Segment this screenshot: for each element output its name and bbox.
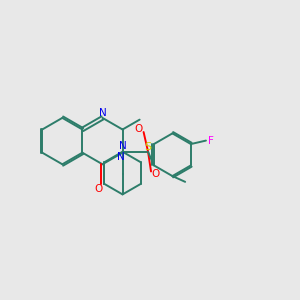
Text: O: O <box>95 184 103 194</box>
Text: F: F <box>208 136 214 146</box>
Text: S: S <box>145 142 152 152</box>
Text: N: N <box>99 108 106 118</box>
Text: N: N <box>119 141 126 152</box>
Text: O: O <box>134 124 142 134</box>
Text: O: O <box>152 169 160 179</box>
Text: N: N <box>117 152 125 162</box>
